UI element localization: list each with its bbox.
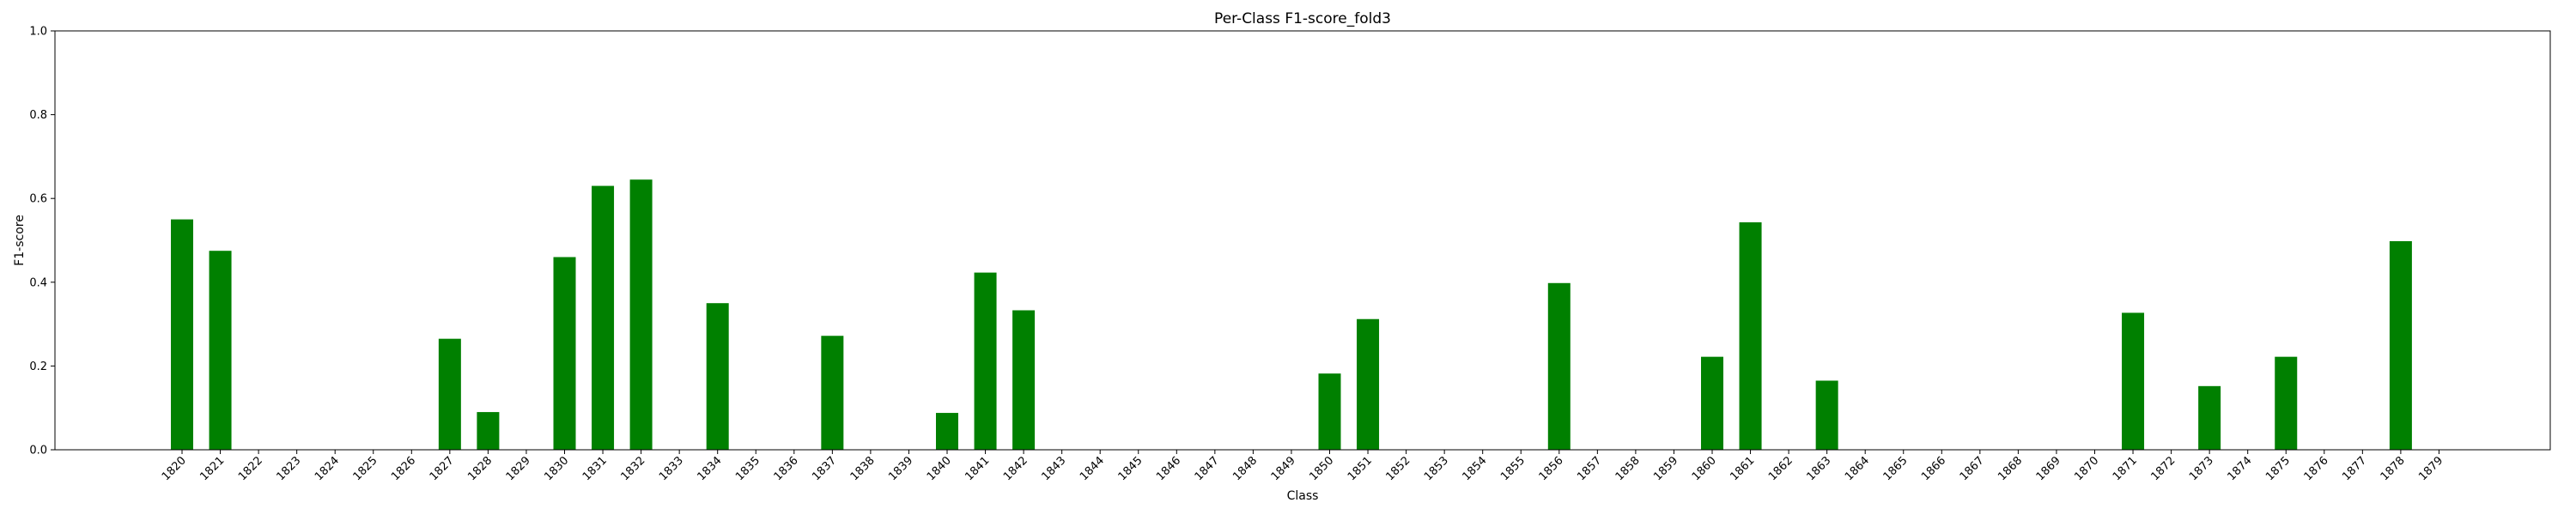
x-tick-label: 1820	[160, 454, 189, 483]
bar-1837	[821, 336, 844, 450]
bar-1863	[1815, 380, 1838, 450]
bar-1834	[706, 303, 729, 450]
x-tick-label: 1877	[2340, 454, 2369, 483]
x-tick-label: 1875	[2263, 454, 2293, 483]
x-tick-label: 1861	[1728, 454, 1757, 483]
y-tick-label: 0.6	[29, 193, 47, 206]
x-tick-label: 1826	[389, 454, 418, 483]
x-tick-label: 1874	[2226, 454, 2255, 483]
x-tick-label: 1864	[1843, 454, 1872, 483]
x-tick-label: 1825	[351, 454, 380, 483]
x-tick-label: 1869	[2034, 454, 2063, 483]
bar-1827	[438, 338, 461, 450]
bar-1856	[1547, 282, 1571, 450]
y-ticks-group: 0.0 0.2 0.4 0.6 0.8 1.0	[29, 26, 55, 457]
bar-1861	[1739, 222, 1762, 450]
x-tick-label: 1850	[1307, 454, 1336, 483]
x-tick-label: 1845	[1116, 454, 1145, 483]
x-tick-label: 1832	[618, 454, 647, 483]
x-tick-label: 1865	[1881, 454, 1911, 483]
bar-1875	[2275, 356, 2298, 450]
x-tick-label: 1830	[542, 454, 571, 483]
bar-1840	[936, 413, 958, 450]
x-tick-label: 1824	[313, 454, 342, 483]
x-tick-label: 1833	[657, 454, 686, 483]
x-tick-label: 1878	[2379, 454, 2408, 483]
x-tick-label: 1829	[504, 454, 533, 483]
x-tick-label: 1847	[1193, 454, 1222, 483]
x-tick-label: 1879	[2416, 454, 2445, 483]
x-tick-label: 1822	[236, 454, 265, 483]
x-tick-label: 1860	[1690, 454, 1719, 483]
y-axis-label: F1-score	[13, 215, 27, 266]
bar-1851	[1357, 318, 1380, 450]
x-tick-label: 1839	[886, 454, 915, 483]
x-tick-label: 1857	[1575, 454, 1604, 483]
x-tick-label: 1866	[1919, 454, 1948, 483]
bar-1871	[2122, 312, 2145, 450]
x-tick-label: 1870	[2072, 454, 2101, 483]
bar-1860	[1701, 356, 1723, 450]
x-tick-label: 1856	[1537, 454, 1566, 483]
x-tick-label: 1849	[1269, 454, 1298, 483]
x-tick-label: 1836	[772, 454, 801, 483]
y-tick-label: 0.2	[29, 360, 47, 373]
bars-group	[171, 179, 2412, 451]
x-tick-label: 1852	[1383, 454, 1413, 483]
x-tick-label: 1844	[1078, 454, 1107, 483]
x-tick-label: 1828	[465, 454, 495, 483]
y-tick-label: 0.0	[29, 445, 47, 457]
bar-1832	[629, 179, 653, 451]
x-tick-label: 1867	[1958, 454, 1987, 483]
x-tick-label: 1871	[2111, 454, 2140, 483]
x-ticks-group: 1820 1821 1822 1823 1824 1825 1826 1827 1828 1829…	[160, 450, 2445, 483]
x-tick-label: 1841	[963, 454, 992, 483]
x-tick-label: 1846	[1154, 454, 1183, 483]
bar-1820	[171, 219, 193, 450]
x-tick-label: 1840	[925, 454, 954, 483]
x-tick-label: 1821	[197, 454, 227, 483]
x-tick-label: 1872	[2148, 454, 2178, 483]
x-tick-label: 1835	[733, 454, 762, 483]
x-tick-label: 1853	[1422, 454, 1451, 483]
bar-1873	[2198, 385, 2221, 450]
plot-frame	[54, 30, 2551, 451]
x-tick-label: 1827	[428, 454, 457, 483]
bar-1830	[553, 257, 576, 450]
bar-1831	[592, 185, 615, 450]
x-tick-label: 1842	[1001, 454, 1030, 483]
x-tick-label: 1863	[1804, 454, 1833, 483]
x-tick-label: 1868	[1996, 454, 2025, 483]
x-axis-label: Class	[1287, 489, 1319, 503]
x-tick-label: 1843	[1039, 454, 1068, 483]
bar-1821	[209, 251, 232, 450]
x-tick-label: 1854	[1461, 454, 1490, 483]
x-tick-label: 1862	[1766, 454, 1795, 483]
bar-1828	[477, 412, 500, 450]
y-tick-label: 1.0	[29, 26, 47, 39]
x-tick-label: 1851	[1346, 454, 1375, 483]
bar-1850	[1318, 373, 1341, 450]
chart-title: Per-Class F1-score_fold3	[1214, 10, 1391, 27]
x-tick-label: 1858	[1613, 454, 1643, 483]
x-tick-label: 1837	[810, 454, 839, 483]
y-tick-label: 0.8	[29, 109, 47, 122]
x-tick-label: 1823	[274, 454, 303, 483]
x-tick-label: 1873	[2187, 454, 2216, 483]
x-tick-label: 1834	[696, 454, 725, 483]
bar-1842	[1012, 310, 1036, 450]
bar-1841	[974, 272, 997, 450]
x-tick-label: 1855	[1498, 454, 1528, 483]
x-tick-label: 1838	[848, 454, 878, 483]
x-tick-label: 1859	[1651, 454, 1680, 483]
y-tick-label: 0.4	[29, 276, 47, 289]
x-tick-label: 1831	[580, 454, 610, 483]
bar-1878	[2389, 240, 2412, 450]
x-tick-label: 1848	[1230, 454, 1260, 483]
x-tick-label: 1876	[2302, 454, 2331, 483]
